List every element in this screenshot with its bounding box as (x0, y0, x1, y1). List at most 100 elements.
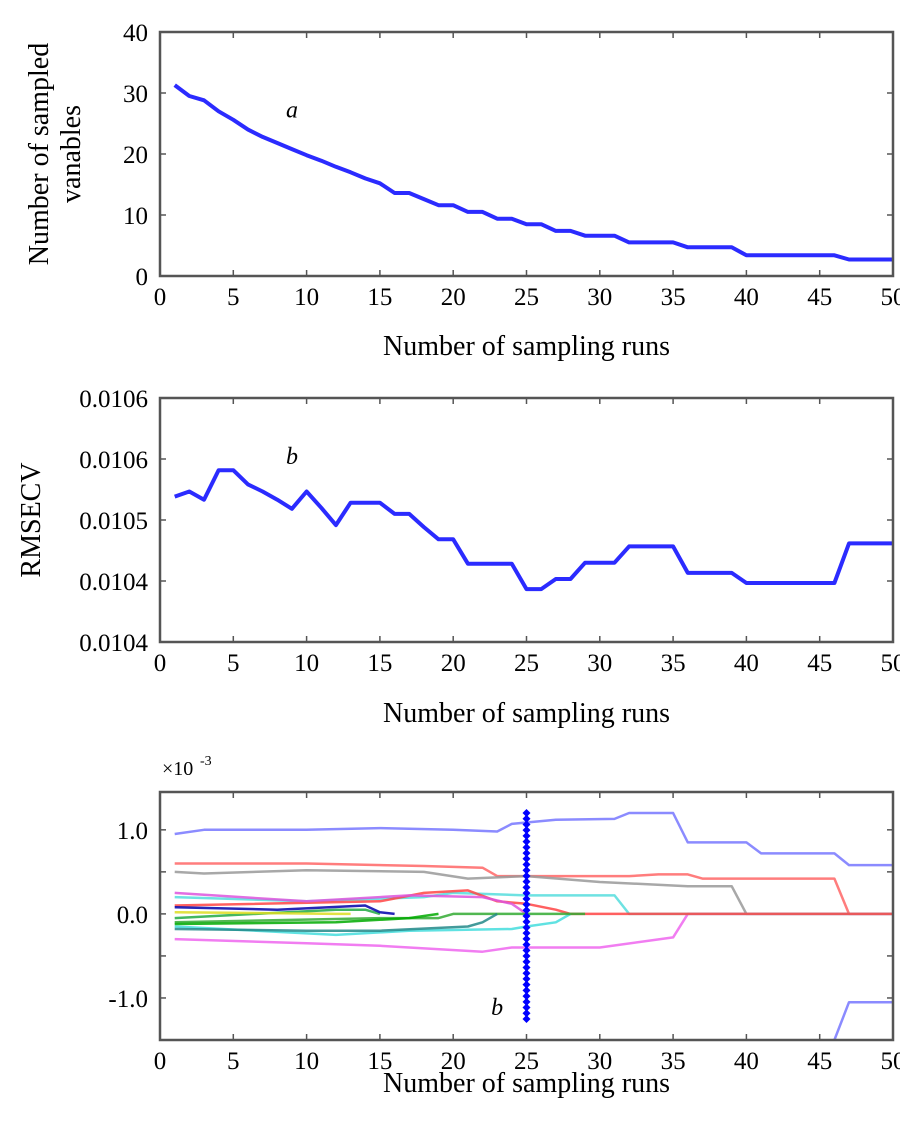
y-tick-label: 0.0104 (79, 630, 148, 657)
y-tick-label: 0.0 (117, 902, 148, 929)
optimal-run-marker-point (522, 814, 531, 823)
optimal-run-marker-point (522, 946, 531, 955)
x-tick-label: 30 (587, 650, 612, 677)
plot-series-group (174, 468, 893, 592)
y-tick-label: 0.0106 (79, 386, 148, 413)
x-tick-label: 45 (807, 284, 832, 311)
x-tick-label: 50 (881, 284, 900, 311)
x-tick-label: 5 (227, 284, 240, 311)
x-tick-label: 25 (514, 650, 539, 677)
plot-area (160, 32, 893, 276)
x-tick-label: 15 (367, 1048, 392, 1075)
optimal-run-marker-point (522, 957, 531, 966)
y-tick-label: 0.0105 (79, 508, 148, 535)
x-tick-label: 0 (154, 284, 167, 311)
x-tick-label: 10 (294, 284, 319, 311)
x-tick-label: 15 (367, 650, 392, 677)
y-tick-label: 0 (136, 264, 149, 291)
optimal-run-marker-point (522, 912, 531, 920)
y-axis-label: vanables (56, 105, 87, 203)
y-tick-label: 0.0106 (79, 447, 148, 474)
chart-panel-b: 0 5 10 15 20 25 30 35 40 45 50 0.0104 0.0104 0.0105 0.… (16, 386, 900, 729)
y-tick-label: 1.0 (117, 818, 148, 845)
optimal-run-marker-point (522, 906, 531, 915)
y-tick-label: 40 (123, 20, 148, 47)
optimal-run-marker-point (522, 854, 531, 863)
optimal-run-marker-point (522, 837, 531, 846)
plot-series-group (174, 809, 893, 1040)
x-tick-label: 40 (734, 650, 759, 677)
x-tick-label: 45 (807, 650, 832, 677)
y-tick-label: 0.0104 (79, 569, 148, 596)
x-tick-label: 5 (227, 650, 240, 677)
y-axis-multiplier-exponent: -3 (200, 754, 212, 769)
x-tick-label: 35 (661, 650, 686, 677)
x-tick-label: 20 (441, 650, 466, 677)
optimal-run-marker-point (522, 809, 531, 818)
optimal-run-marker-point (522, 992, 531, 1001)
y-axis-label: Number of sampled (24, 43, 55, 265)
optimal-run-marker-point (522, 917, 531, 926)
optimal-run-marker-point (522, 997, 531, 1006)
series-line-coef-12 (174, 912, 498, 932)
y-tick-label: 10 (123, 203, 148, 230)
optimal-run-marker-point (522, 820, 531, 829)
y-axis-multiplier: ×10 (162, 758, 193, 780)
x-tick-label: 50 (881, 650, 900, 677)
series-line-coef-7 (174, 891, 528, 915)
x-axis-label: Number of sampling runs (383, 698, 670, 729)
series-line-RMSECV (174, 468, 893, 592)
x-tick-label: 40 (734, 284, 759, 311)
panel-annotation: a (286, 97, 298, 123)
optimal-run-marker-point (522, 900, 531, 909)
y-tick-label: 20 (123, 142, 148, 169)
x-tick-label: 15 (367, 284, 392, 311)
x-tick-label: 5 (227, 1048, 240, 1075)
series-line-coef-4 (174, 912, 893, 953)
x-tick-label: 10 (294, 1048, 319, 1075)
optimal-run-marker-point (522, 929, 531, 938)
series-line-coef-8 (174, 912, 572, 937)
optimal-run-marker-point (522, 877, 531, 886)
series-line-coef-1 (174, 811, 893, 867)
optimal-run-marker-point (522, 1003, 531, 1012)
x-tick-label: 25 (514, 284, 539, 311)
y-axis-label: RMSECV (16, 462, 47, 577)
optimal-run-marker-point (522, 980, 531, 989)
optimal-run-marker-point (522, 843, 531, 852)
axes-frame (158, 790, 895, 1042)
x-tick-label: 35 (661, 284, 686, 311)
series-line-coef-11 (174, 910, 351, 916)
series-line-coef-14 (174, 912, 439, 926)
plot-series-group (173, 83, 893, 262)
x-tick-label: 20 (441, 284, 466, 311)
optimal-run-marker-point (522, 826, 531, 835)
optimal-run-marker-point (522, 889, 531, 898)
optimal-run-marker-point (522, 831, 531, 840)
x-tick-label: 0 (154, 1048, 167, 1075)
series-line-sampled-variables (173, 83, 893, 262)
chart-panel-a: 0 5 10 15 20 25 30 35 40 45 50 0 10 20 30 40 a Number of … (24, 20, 900, 362)
series-line-coef-1b (833, 1000, 893, 1040)
series-line-coef-2 (174, 862, 893, 916)
optimal-run-marker-point (522, 923, 531, 932)
x-tick-label: 30 (587, 284, 612, 311)
panel-annotation: b (286, 444, 298, 470)
x-tick-label: 50 (881, 1048, 900, 1075)
axes-frame (158, 30, 895, 278)
plot-area (160, 398, 893, 642)
x-tick-label: 35 (661, 1048, 686, 1075)
axes-frame (158, 396, 895, 644)
optimal-run-marker-point (522, 1014, 531, 1023)
optimal-run-marker-point (522, 986, 531, 995)
y-tick-label: -1.0 (108, 986, 148, 1013)
optimal-run-marker-point (522, 963, 531, 972)
x-tick-label: 30 (587, 1048, 612, 1075)
x-axis-label: Number of sampling runs (383, 1068, 670, 1099)
optimal-run-marker-point (522, 894, 531, 903)
optimal-run-marker-point (522, 1009, 531, 1018)
optimal-run-marker-point (522, 934, 531, 943)
optimal-run-marker-point (522, 940, 531, 949)
optimal-run-marker-point (522, 969, 531, 978)
